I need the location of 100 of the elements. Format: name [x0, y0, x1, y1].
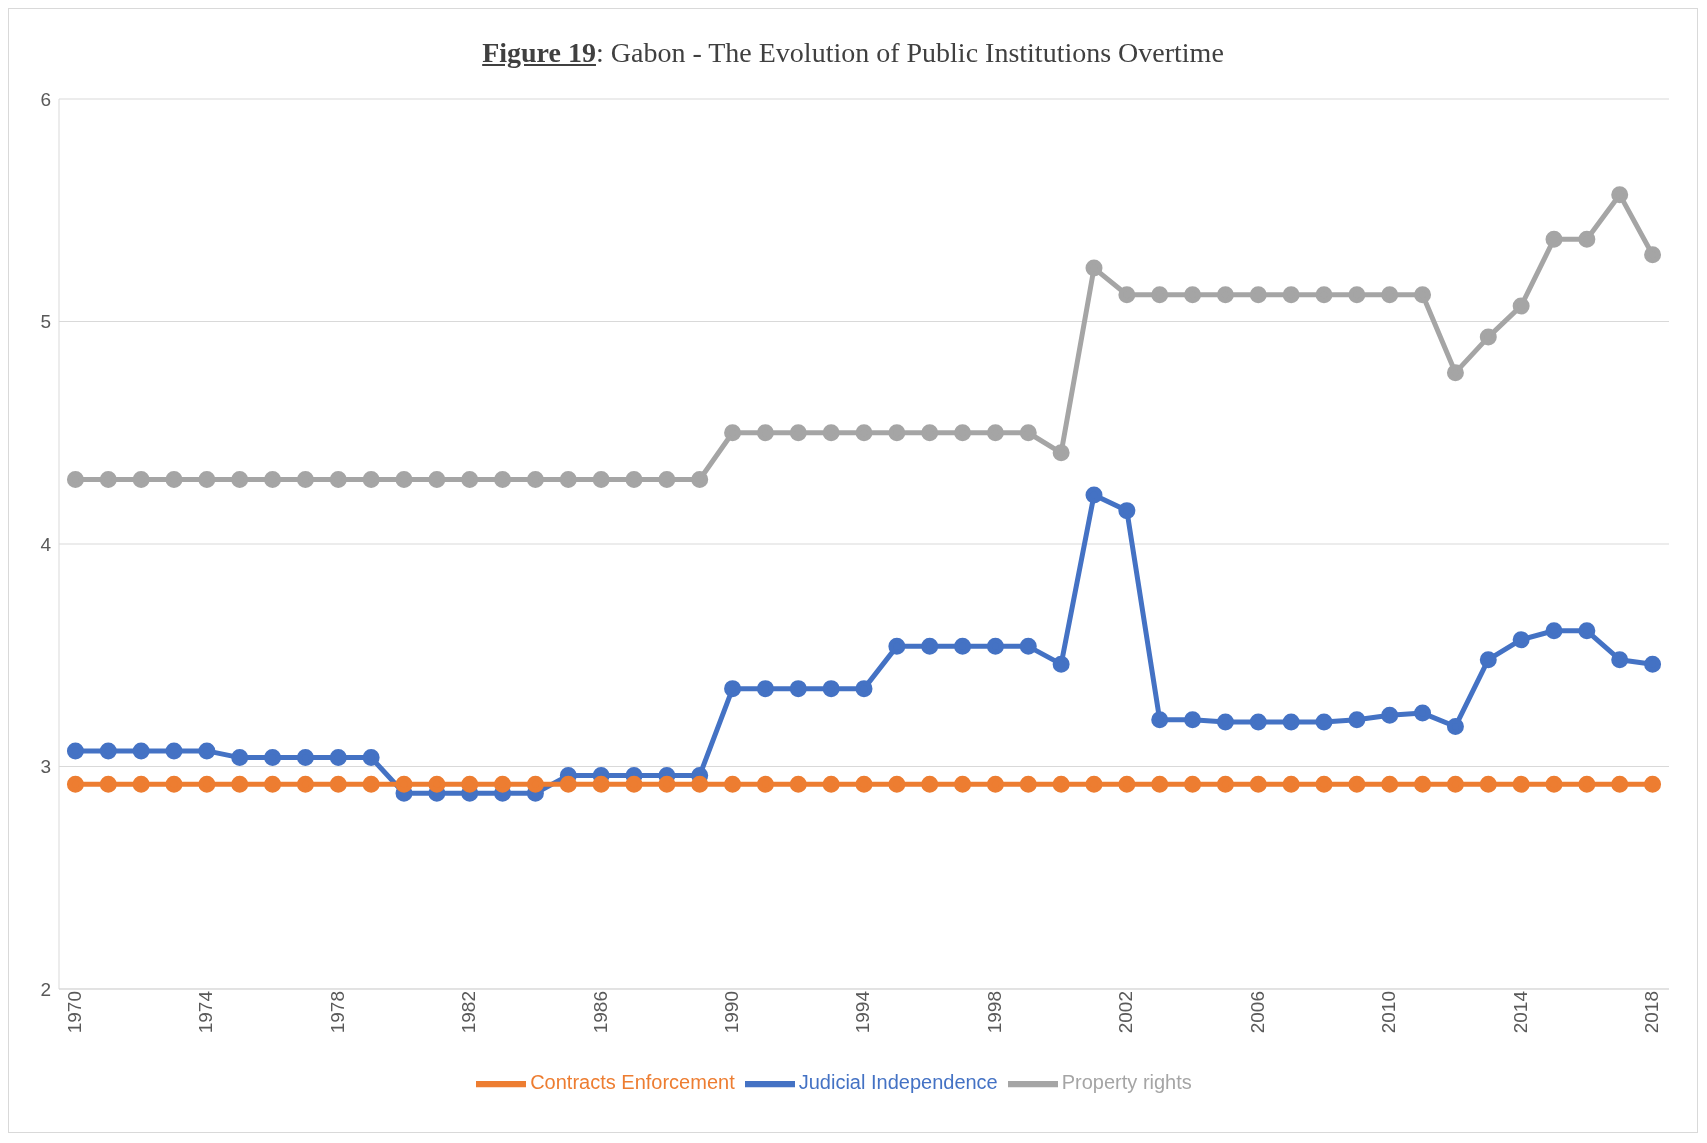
- x-tick-label: 1998: [983, 991, 1005, 1034]
- point: [494, 775, 512, 793]
- y-tick-label: 2: [40, 978, 51, 1000]
- point: [1644, 655, 1662, 673]
- chart-title: Figure 19: Gabon - The Evolution of Public Institutions Overtime: [481, 37, 1225, 69]
- point: [888, 775, 906, 793]
- legend-label: Property rights: [1061, 1071, 1192, 1094]
- point: [329, 470, 347, 488]
- x-tick-label: 1994: [852, 990, 874, 1034]
- legend-label: Judicial Independence: [798, 1071, 998, 1094]
- point: [625, 470, 643, 488]
- point: [231, 775, 249, 793]
- point: [329, 749, 347, 767]
- point: [1315, 713, 1333, 731]
- x-tick-label: 1974: [195, 990, 217, 1034]
- point: [789, 680, 807, 698]
- point: [658, 470, 676, 488]
- point: [132, 775, 150, 793]
- x-tick-label: 2014: [1509, 990, 1531, 1034]
- x-tick-label: 2018: [1641, 991, 1663, 1034]
- point: [789, 424, 807, 442]
- x-tick-label: 2010: [1378, 991, 1400, 1034]
- x-tick-label: 2006: [1246, 991, 1268, 1034]
- point: [461, 775, 479, 793]
- y-tick-label: 4: [40, 533, 52, 555]
- point: [1315, 775, 1333, 793]
- point: [1512, 297, 1530, 315]
- point: [362, 775, 380, 793]
- point: [296, 775, 314, 793]
- point: [1019, 775, 1037, 793]
- point: [1118, 775, 1136, 793]
- point: [986, 424, 1004, 442]
- point: [954, 424, 972, 442]
- x-tick-label: 1986: [589, 991, 611, 1034]
- y-tick-label: 6: [40, 88, 51, 110]
- point: [1052, 775, 1070, 793]
- point: [1414, 286, 1432, 304]
- point: [1184, 711, 1202, 729]
- point: [1216, 286, 1234, 304]
- point: [1512, 775, 1530, 793]
- point: [1085, 486, 1103, 504]
- point: [1381, 286, 1399, 304]
- point: [888, 424, 906, 442]
- x-tick-label: 1978: [326, 991, 348, 1034]
- point: [724, 424, 742, 442]
- point: [329, 775, 347, 793]
- point: [165, 470, 183, 488]
- point: [1019, 637, 1037, 655]
- point: [1644, 246, 1662, 264]
- point: [1282, 713, 1300, 731]
- point: [822, 680, 840, 698]
- point: [231, 470, 249, 488]
- point: [855, 680, 873, 698]
- point: [231, 749, 249, 767]
- point: [855, 424, 873, 442]
- legend-label: Contracts Enforcement: [530, 1071, 735, 1094]
- point: [264, 470, 282, 488]
- point: [526, 775, 544, 793]
- point: [99, 470, 117, 488]
- point: [1545, 775, 1563, 793]
- point: [362, 749, 380, 767]
- x-tick-label: 1970: [63, 991, 85, 1034]
- point: [789, 775, 807, 793]
- point: [921, 637, 939, 655]
- point: [526, 470, 544, 488]
- point: [756, 775, 774, 793]
- point: [1611, 651, 1629, 669]
- point: [1611, 775, 1629, 793]
- point: [1381, 775, 1399, 793]
- point: [1348, 286, 1366, 304]
- point: [1184, 286, 1202, 304]
- point: [1578, 230, 1596, 248]
- point: [724, 680, 742, 698]
- point: [1446, 775, 1464, 793]
- point: [395, 470, 413, 488]
- point: [1216, 713, 1234, 731]
- point: [494, 470, 512, 488]
- point: [559, 470, 577, 488]
- point: [691, 470, 709, 488]
- point: [198, 775, 216, 793]
- point: [165, 742, 183, 760]
- x-tick-label: 2002: [1115, 991, 1137, 1034]
- point: [99, 742, 117, 760]
- point: [691, 775, 709, 793]
- point: [1414, 775, 1432, 793]
- point: [986, 775, 1004, 793]
- y-tick-label: 3: [40, 756, 51, 778]
- point: [921, 775, 939, 793]
- point: [1085, 259, 1103, 277]
- point: [1611, 186, 1629, 204]
- point: [1184, 775, 1202, 793]
- point: [264, 749, 282, 767]
- point: [198, 470, 216, 488]
- point: [1545, 622, 1563, 640]
- point: [296, 749, 314, 767]
- point: [1545, 230, 1563, 248]
- point: [1282, 286, 1300, 304]
- point: [822, 775, 840, 793]
- point: [428, 775, 446, 793]
- point: [66, 470, 84, 488]
